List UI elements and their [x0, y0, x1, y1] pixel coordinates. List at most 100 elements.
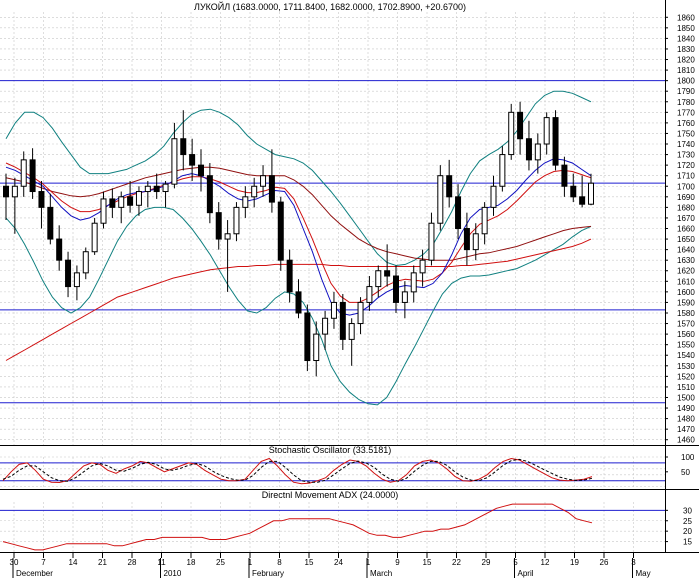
- candle-body-down: [153, 185, 160, 193]
- candle-20: [180, 110, 187, 171]
- bollinger-upper-line: [5, 90, 592, 267]
- stochastic-k-line: [2, 457, 593, 485]
- x-tick-label-19: 19: [570, 558, 579, 567]
- candle-body-up: [251, 185, 258, 198]
- price-tick-label-1760: 1760: [677, 119, 695, 128]
- candle-body-down: [38, 191, 45, 208]
- candle-body-down: [206, 175, 213, 214]
- price-tick-label-1560: 1560: [677, 330, 695, 339]
- candle-body-up: [410, 272, 417, 293]
- price-tick-label-1490: 1490: [677, 404, 695, 413]
- candle-body-down: [189, 154, 196, 166]
- candle-42: [375, 265, 382, 298]
- candle-body-up: [588, 182, 594, 205]
- x-tick-label-6: 18: [187, 558, 196, 567]
- adx-tick-label-15: 15: [683, 538, 692, 547]
- price-tick-label-1460: 1460: [677, 436, 695, 445]
- candle-body-up: [118, 196, 125, 208]
- candle-60: [534, 133, 541, 174]
- stoch-tick-label-50: 50: [681, 468, 690, 477]
- price-tick-label-1600: 1600: [677, 288, 695, 297]
- candle-body-down: [109, 198, 116, 208]
- candle-28: [251, 177, 258, 208]
- adx-tick-label-30: 30: [683, 506, 692, 515]
- stoch-tick-label-100: 100: [681, 453, 695, 462]
- candle-body-up: [313, 333, 320, 362]
- candle-16: [144, 180, 151, 208]
- candle-34: [304, 304, 311, 372]
- x-tick-label-17: 5: [513, 558, 518, 567]
- candle-11: [100, 191, 107, 229]
- price-tick-label-1780: 1780: [677, 98, 695, 107]
- candle-body-up: [472, 233, 479, 251]
- price-grid: [0, 12, 665, 445]
- x-tick-label-8: 1: [248, 558, 253, 567]
- candle-body-down: [3, 185, 9, 198]
- price-tick-label-1710: 1710: [677, 172, 695, 181]
- candle-body-down: [277, 201, 284, 261]
- adx-tick-label-20: 20: [683, 527, 692, 536]
- candle-body-up: [322, 317, 329, 335]
- candle-body-down: [29, 159, 36, 193]
- candle-0: [3, 173, 9, 221]
- x-tick-label-18: 12: [541, 558, 550, 567]
- x-tick-label-13: 9: [395, 558, 400, 567]
- price-tick-label-1520: 1520: [677, 372, 695, 381]
- candle-body-up: [171, 138, 178, 185]
- candle-body-down: [127, 196, 134, 206]
- candle-41: [366, 276, 373, 311]
- candle-15: [135, 186, 142, 216]
- candle-body-up: [366, 286, 373, 303]
- candle-body-down: [304, 312, 311, 362]
- candle-4: [38, 180, 45, 229]
- stochastic-level-lines: [0, 462, 665, 482]
- price-tick-label-1620: 1620: [677, 267, 695, 276]
- candle-body-up: [357, 301, 364, 325]
- candle-47: [419, 249, 426, 287]
- price-tick-label-1850: 1850: [677, 24, 695, 33]
- price-tick-label-1530: 1530: [677, 362, 695, 371]
- candle-body-up: [11, 185, 18, 198]
- price-tick-label-1690: 1690: [677, 193, 695, 202]
- candle-body-up: [242, 196, 249, 208]
- candle-body-up: [437, 175, 444, 224]
- price-tick-label-1750: 1750: [677, 129, 695, 138]
- price-tick-label-1630: 1630: [677, 256, 695, 265]
- price-tick-label-1590: 1590: [677, 298, 695, 307]
- candle-63: [561, 156, 568, 197]
- candle-body-up: [73, 272, 80, 288]
- candle-56: [499, 146, 506, 192]
- candle-51: [455, 184, 462, 240]
- candle-21: [189, 138, 196, 181]
- x-tick-label-10: 15: [305, 558, 314, 567]
- price-candles: [3, 101, 594, 377]
- candle-25: [224, 220, 231, 292]
- candle-23: [206, 163, 213, 224]
- x-tick-label-14: 15: [423, 558, 432, 567]
- price-tick-label-1720: 1720: [677, 161, 695, 170]
- candle-8: [73, 265, 80, 301]
- candle-body-down: [339, 301, 346, 340]
- candle-5: [47, 193, 54, 245]
- candle-body-up: [162, 183, 169, 193]
- candle-body-up: [224, 233, 231, 240]
- price-tick-label-1830: 1830: [677, 45, 695, 54]
- date-axis: 30 7 14 21 28 11 18 25 1 8 15 24 1 9 15 22 29 5 12 19 26 3Dec…: [10, 552, 651, 578]
- x-tick-label-7: 25: [216, 558, 225, 567]
- candle-body-down: [517, 111, 524, 140]
- candle-29: [260, 165, 267, 197]
- candle-66: [588, 173, 594, 206]
- candle-body-down: [180, 138, 187, 156]
- x-tick-label-9: 8: [277, 558, 282, 567]
- candle-body-up: [135, 191, 142, 206]
- candle-22: [198, 149, 204, 192]
- candle-38: [339, 293, 346, 350]
- candle-body-up: [508, 111, 515, 156]
- candle-body-up: [490, 185, 497, 208]
- price-tick-label-1580: 1580: [677, 309, 695, 318]
- price-tick-label-1800: 1800: [677, 77, 695, 86]
- candle-14: [127, 180, 134, 213]
- candle-body-down: [552, 117, 559, 166]
